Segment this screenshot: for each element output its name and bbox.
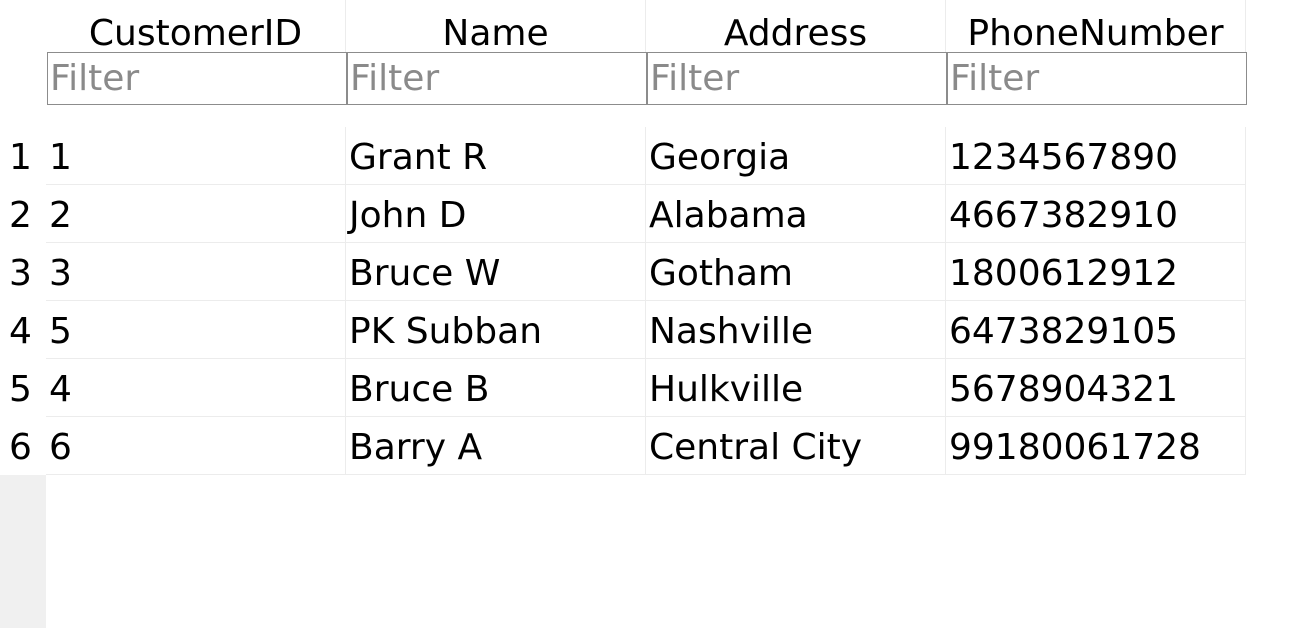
- filter-input-customerid[interactable]: [47, 52, 347, 105]
- filter-input-phonenumber[interactable]: [947, 52, 1247, 105]
- cell-name[interactable]: Grant R: [346, 127, 646, 185]
- column-header-phonenumber[interactable]: PhoneNumber: [946, 0, 1246, 52]
- cell-name[interactable]: PK Subban: [346, 301, 646, 359]
- cell-address[interactable]: Nashville: [646, 301, 946, 359]
- cell-address[interactable]: Central City: [646, 417, 946, 475]
- cell-phonenumber[interactable]: 5678904321: [946, 359, 1246, 417]
- column-header-customerid[interactable]: CustomerID: [46, 0, 346, 52]
- cell-customerid[interactable]: 6: [46, 417, 346, 475]
- row-number: 2: [9, 195, 32, 236]
- cell-name[interactable]: Barry A: [346, 417, 646, 475]
- cell-name[interactable]: Bruce W: [346, 243, 646, 301]
- cell-customerid[interactable]: 3: [46, 243, 346, 301]
- cell-address[interactable]: Georgia: [646, 127, 946, 185]
- cell-phonenumber[interactable]: 99180061728: [946, 417, 1246, 475]
- cell-customerid[interactable]: 1: [46, 127, 346, 185]
- cell-customerid[interactable]: 2: [46, 185, 346, 243]
- cell-customerid[interactable]: 4: [46, 359, 346, 417]
- cell-phonenumber[interactable]: 1234567890: [946, 127, 1246, 185]
- cell-address[interactable]: Hulkville: [646, 359, 946, 417]
- cell-address[interactable]: Gotham: [646, 243, 946, 301]
- cell-phonenumber[interactable]: 1800612912: [946, 243, 1246, 301]
- filter-input-name[interactable]: [347, 52, 647, 105]
- cell-address[interactable]: Alabama: [646, 185, 946, 243]
- filter-input-address[interactable]: [647, 52, 947, 105]
- row-number: 4: [9, 311, 32, 352]
- column-header-name[interactable]: Name: [346, 0, 646, 52]
- row-number-gutter-top: [0, 0, 46, 475]
- column-header-address[interactable]: Address: [646, 0, 946, 52]
- row-number: 3: [9, 253, 32, 294]
- cell-phonenumber[interactable]: 4667382910: [946, 185, 1246, 243]
- cell-name[interactable]: Bruce B: [346, 359, 646, 417]
- row-number: 6: [9, 427, 32, 468]
- row-number: 5: [9, 369, 32, 410]
- cell-phonenumber[interactable]: 6473829105: [946, 301, 1246, 359]
- cell-customerid[interactable]: 5: [46, 301, 346, 359]
- cell-name[interactable]: John D: [346, 185, 646, 243]
- row-number: 1: [9, 137, 32, 178]
